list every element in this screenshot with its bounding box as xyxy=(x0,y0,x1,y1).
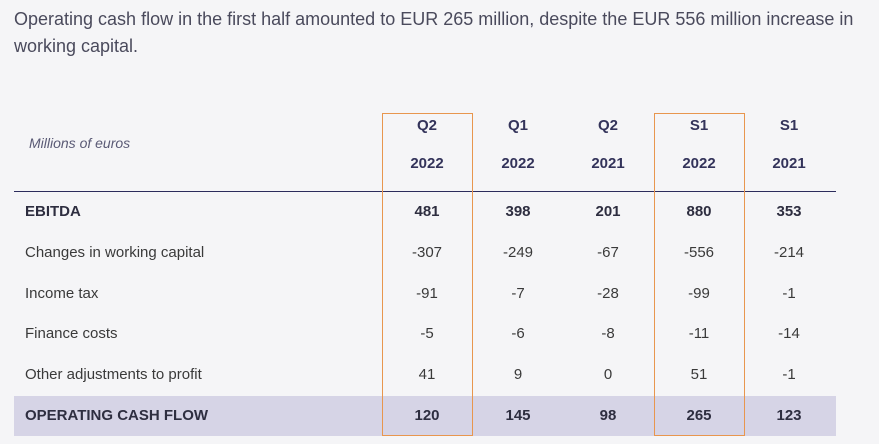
column-period: Q1 xyxy=(507,117,528,134)
column-year: 2022 xyxy=(501,155,535,172)
header-divider xyxy=(14,191,836,192)
row-label: Finance costs xyxy=(25,325,118,342)
cell-value: -28 xyxy=(597,285,619,302)
cell-value: -6 xyxy=(511,325,525,342)
cell-value: -91 xyxy=(416,285,438,302)
cell-value: -14 xyxy=(778,325,800,342)
column-period: Q2 xyxy=(416,117,437,134)
cell-value: -8 xyxy=(601,325,615,342)
table-row-operating-cash-flow: OPERATING CASH FLOW 120 145 98 265 123 xyxy=(14,396,836,436)
column-period: S1 xyxy=(689,117,709,134)
row-label: OPERATING CASH FLOW xyxy=(25,407,209,424)
cell-value: -307 xyxy=(411,244,443,261)
column-period: Q2 xyxy=(597,117,618,134)
cell-value: -1 xyxy=(782,285,796,302)
cell-value: 123 xyxy=(776,407,802,424)
units-label: Millions of euros xyxy=(29,135,131,151)
cell-value: -7 xyxy=(511,285,525,302)
cell-value: 98 xyxy=(599,407,617,424)
cell-value: 880 xyxy=(686,203,712,220)
cell-value: 201 xyxy=(595,203,621,220)
cell-value: 353 xyxy=(776,203,802,220)
cell-value: 398 xyxy=(505,203,531,220)
cell-value: 120 xyxy=(414,407,440,424)
headline: Operating cash flow in the first half am… xyxy=(14,9,854,56)
cell-value: -1 xyxy=(782,366,796,383)
cell-value: 0 xyxy=(603,366,613,383)
row-label: Changes in working capital xyxy=(25,244,205,261)
cell-value: 51 xyxy=(690,366,708,383)
cell-value: 145 xyxy=(505,407,531,424)
table-row-ebitda: EBITDA 481 398 201 880 353 xyxy=(14,192,836,232)
table-row-finance-costs: Finance costs -5 -6 -8 -11 -14 xyxy=(14,314,836,354)
column-year: 2021 xyxy=(591,155,625,172)
cell-value: -67 xyxy=(597,244,619,261)
cell-value: 41 xyxy=(418,366,436,383)
column-year: 2021 xyxy=(772,155,806,172)
cell-value: 481 xyxy=(414,203,440,220)
table-row-income-tax: Income tax -91 -7 -28 -99 -1 xyxy=(14,274,836,314)
column-year: 2022 xyxy=(682,155,716,172)
cell-value: -556 xyxy=(683,244,715,261)
cell-value: -99 xyxy=(688,285,710,302)
row-label: Income tax xyxy=(25,285,99,302)
row-label: Other adjustments to profit xyxy=(25,366,202,383)
table-row-other-adjustments: Other adjustments to profit 41 9 0 51 -1 xyxy=(14,355,836,395)
cell-value: -249 xyxy=(502,244,534,261)
table-row-working-capital: Changes in working capital -307 -249 -67… xyxy=(14,233,836,273)
column-year: 2022 xyxy=(410,155,444,172)
cell-value: 9 xyxy=(513,366,523,383)
cell-value: -5 xyxy=(420,325,434,342)
column-period: S1 xyxy=(779,117,799,134)
cell-value: 265 xyxy=(686,407,712,424)
cell-value: -214 xyxy=(773,244,805,261)
cell-value: -11 xyxy=(688,325,710,342)
row-label: EBITDA xyxy=(25,203,81,220)
